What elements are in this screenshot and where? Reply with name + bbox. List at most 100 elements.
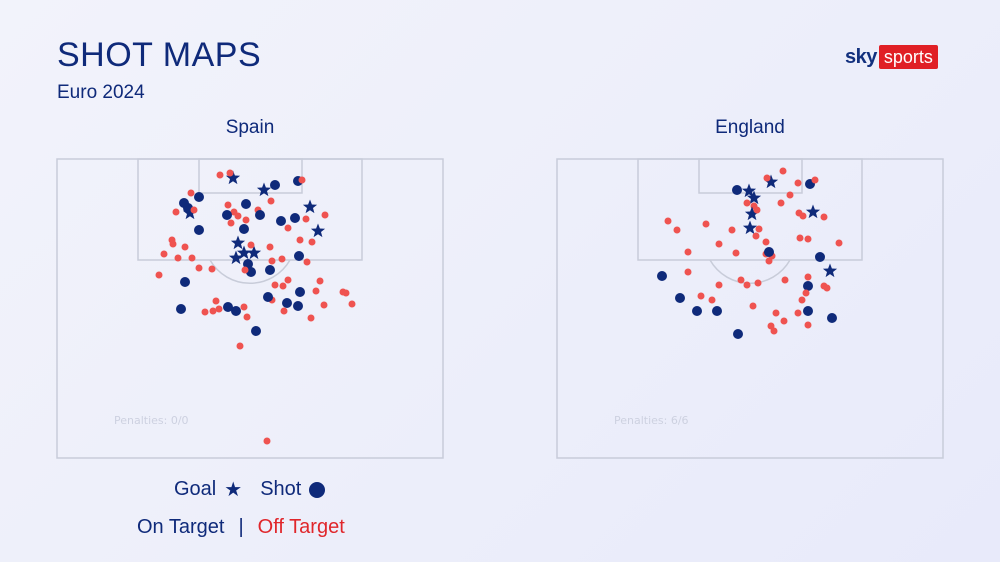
shot-on-target-marker: [265, 265, 275, 275]
shot-off-target-marker: [823, 284, 831, 292]
shot-off-target-marker: [308, 238, 316, 246]
shot-off-target-marker: [234, 212, 242, 220]
shot-off-target-marker: [266, 243, 274, 251]
shot-on-target-marker: [222, 210, 232, 220]
shot-on-target-marker: [294, 251, 304, 261]
shot-off-target-marker: [240, 303, 248, 311]
shot-off-target-marker: [268, 257, 276, 265]
shot-off-target-marker: [684, 248, 692, 256]
legend-off-target: Off Target: [257, 516, 345, 538]
shot-on-target-marker: [270, 180, 280, 190]
penalties-label: Penalties: 0/0: [114, 414, 189, 427]
shot-off-target-marker: [279, 282, 287, 290]
goal-star-marker: [822, 263, 838, 278]
shot-off-target-marker: [302, 215, 310, 223]
shot-off-target-marker: [247, 241, 255, 249]
shot-on-target-marker: [263, 292, 273, 302]
shot-on-target-marker: [194, 225, 204, 235]
shot-on-target-marker: [239, 224, 249, 234]
shot-on-target-marker: [815, 252, 825, 262]
shot-off-target-marker: [201, 308, 209, 316]
shot-on-target-marker: [255, 210, 265, 220]
shot-off-target-marker: [780, 317, 788, 325]
shot-on-target-marker: [282, 298, 292, 308]
shot-off-target-marker: [820, 213, 828, 221]
shot-off-target-marker: [187, 189, 195, 197]
shot-off-target-marker: [786, 191, 794, 199]
legend-on-target: On Target: [137, 516, 225, 538]
goal-star-marker: [256, 182, 272, 197]
team-label-spain: Spain: [225, 117, 275, 138]
shot-off-target-marker: [160, 250, 168, 258]
shot-off-target-marker: [242, 216, 250, 224]
shot-off-target-marker: [804, 321, 812, 329]
shot-off-target-marker: [312, 287, 320, 295]
shot-off-target-marker: [155, 271, 163, 279]
shot-off-target-marker: [316, 277, 324, 285]
shot-on-target-marker: [290, 213, 300, 223]
penalty-arc: [709, 259, 791, 285]
shot-off-target-marker: [772, 309, 780, 317]
penalties-label: Penalties: 6/6: [614, 414, 689, 427]
goal-star-marker: [805, 204, 821, 219]
legend-goal-label: Goal: [174, 478, 217, 500]
shot-off-target-marker: [172, 208, 180, 216]
legend-color: On Target | Off Target: [137, 516, 345, 539]
shot-off-target-marker: [664, 217, 672, 225]
shot-off-target-marker: [284, 224, 292, 232]
shot-off-target-marker: [781, 276, 789, 284]
goal-star-marker: [302, 199, 318, 214]
shot-off-target-marker: [169, 240, 177, 248]
shot-on-target-marker: [732, 185, 742, 195]
shot-on-target-marker: [241, 199, 251, 209]
shot-off-target-marker: [684, 268, 692, 276]
circle-icon: [309, 481, 326, 498]
shot-off-target-marker: [802, 289, 810, 297]
shot-on-target-marker: [803, 306, 813, 316]
shot-off-target-marker: [715, 281, 723, 289]
shot-off-target-marker: [777, 199, 785, 207]
legend-separator: |: [238, 516, 244, 538]
shot-on-target-marker: [223, 302, 233, 312]
shot-on-target-marker: [194, 192, 204, 202]
shot-off-target-marker: [794, 309, 802, 317]
team-label-england: England: [715, 117, 785, 138]
shot-off-target-marker: [190, 206, 198, 214]
page-subtitle: Euro 2024: [57, 82, 145, 103]
logo-sports: sports: [878, 45, 938, 69]
shot-off-target-marker: [241, 266, 249, 274]
shot-off-target-marker: [209, 307, 217, 315]
shot-off-target-marker: [804, 273, 812, 281]
shot-off-target-marker: [224, 201, 232, 209]
legend-shot-label: Shot: [260, 478, 302, 500]
page-title: SHOT MAPS: [57, 36, 262, 74]
shot-off-target-marker: [263, 437, 271, 445]
shot-off-target-marker: [267, 197, 275, 205]
shot-off-target-marker: [320, 301, 328, 309]
shot-on-target-marker: [733, 329, 743, 339]
logo-sky: sky: [845, 45, 877, 68]
shot-off-target-marker: [728, 226, 736, 234]
shot-off-target-marker: [697, 292, 705, 300]
legend-shape: Goal ★ Shot: [174, 477, 326, 502]
shot-on-target-marker: [764, 247, 774, 257]
shot-off-target-marker: [763, 174, 771, 182]
shot-on-target-marker: [293, 301, 303, 311]
shot-off-target-marker: [243, 313, 251, 321]
shot-on-target-marker: [243, 259, 253, 269]
shot-off-target-marker: [799, 212, 807, 220]
goal-star-marker: [742, 220, 758, 235]
shot-off-target-marker: [303, 258, 311, 266]
shot-on-target-marker: [251, 326, 261, 336]
shot-off-target-marker: [779, 167, 787, 175]
shot-on-target-marker: [712, 306, 722, 316]
shot-off-target-marker: [284, 276, 292, 284]
shot-off-target-marker: [195, 264, 203, 272]
shot-off-target-marker: [752, 232, 760, 240]
shot-off-target-marker: [765, 257, 773, 265]
penalty-box: [637, 158, 863, 261]
sky-sports-logo: sky sports: [845, 45, 938, 69]
shot-on-target-marker: [180, 277, 190, 287]
shot-on-target-marker: [827, 313, 837, 323]
shot-off-target-marker: [307, 314, 315, 322]
